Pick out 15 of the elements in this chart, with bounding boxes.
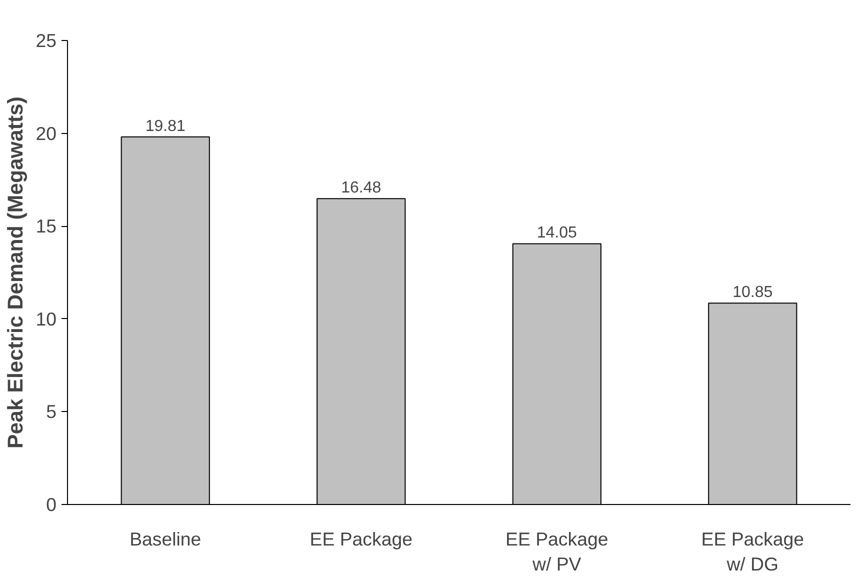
data-label: 10.85 (732, 284, 773, 302)
data-label: 14.05 (536, 224, 577, 242)
x-tick-label: EE Package w/ PV (506, 528, 608, 575)
x-tick-label: EE Package (310, 528, 412, 550)
x-tick-label: EE Package w/ DG (701, 528, 804, 575)
y-tick-label: 10 (36, 308, 57, 330)
y-tick-label: 15 (36, 216, 57, 237)
y-tick-label: 20 (36, 122, 57, 144)
x-tick-label: Baseline (130, 528, 202, 550)
y-axis-title: Peak Electric Demand (Megawatts) (4, 96, 28, 449)
y-tick-label: 0 (46, 494, 57, 515)
y-tick-label: 5 (46, 401, 57, 422)
data-label: 19.81 (145, 118, 186, 135)
y-tick-label: 25 (36, 30, 57, 51)
data-label: 16.48 (341, 180, 382, 197)
